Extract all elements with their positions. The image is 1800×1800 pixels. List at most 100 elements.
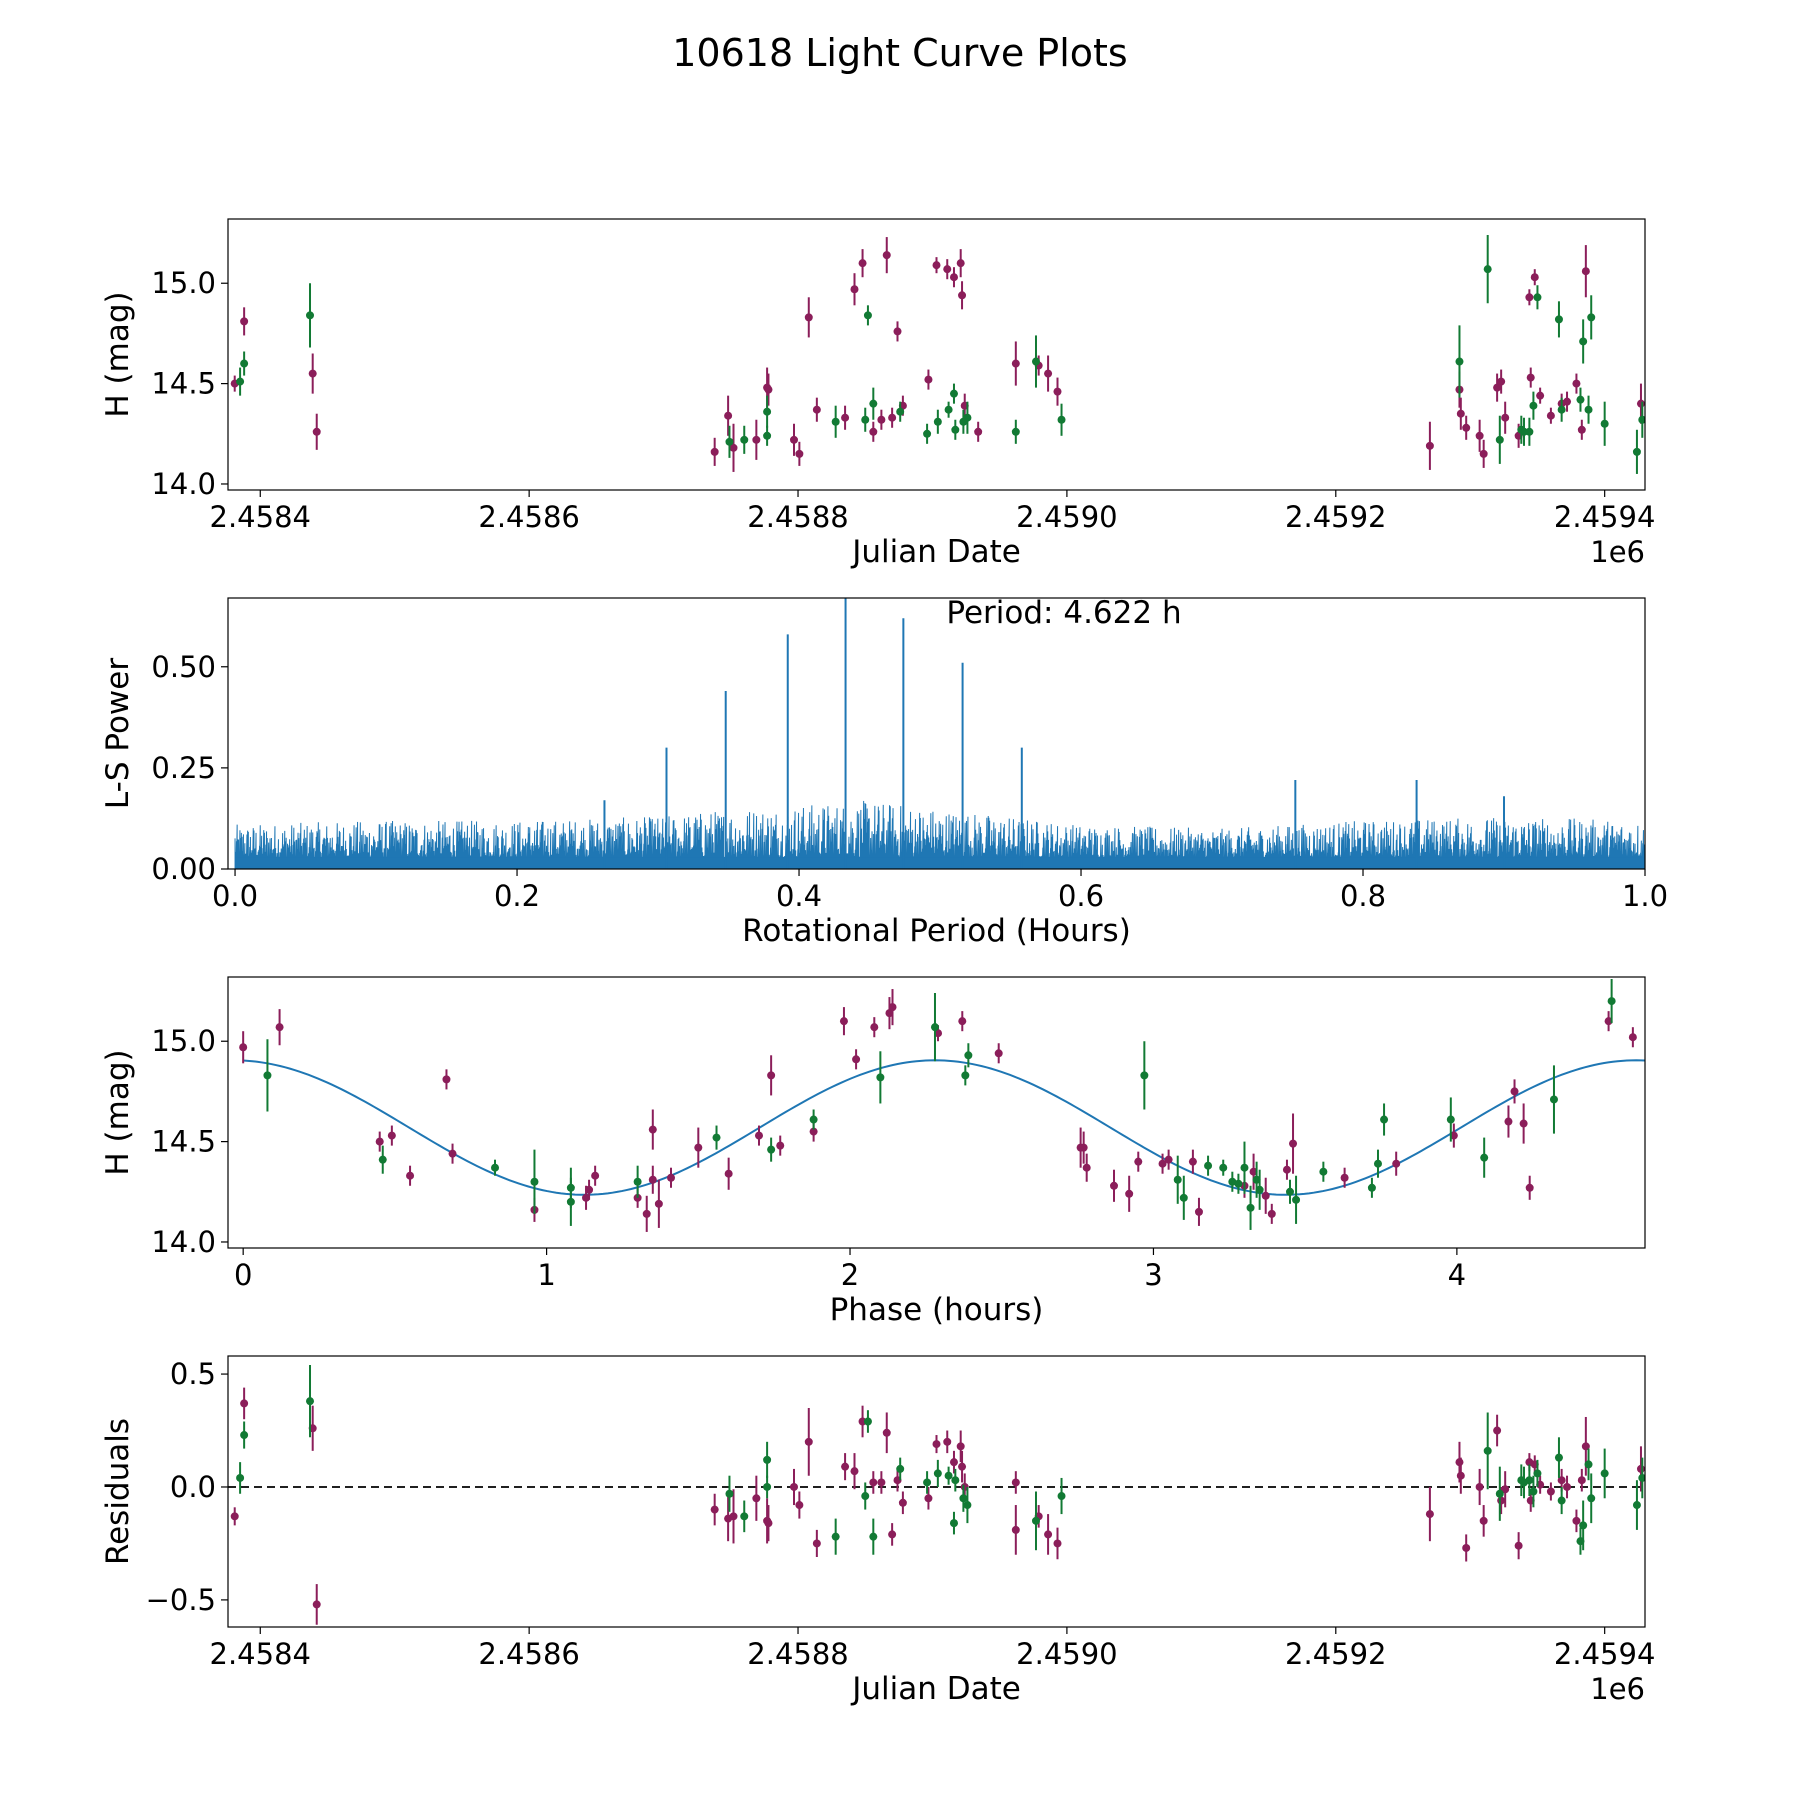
magenta-point — [949, 273, 958, 282]
magenta-point — [764, 1519, 773, 1528]
y-tick-label: 15.0 — [151, 266, 216, 300]
x-offset-label: 1e6 — [1590, 535, 1645, 569]
x-tick-label: 2 — [841, 1258, 859, 1292]
magenta-point — [958, 291, 967, 300]
green-point — [964, 1051, 973, 1060]
green-point — [963, 413, 972, 422]
magenta-point — [943, 265, 952, 274]
green-point — [1579, 337, 1588, 346]
green-point — [725, 437, 734, 446]
magenta-point — [1501, 413, 1510, 422]
green-point — [530, 1177, 539, 1186]
green-point — [263, 1071, 272, 1080]
axes-frame — [227, 976, 1646, 1249]
magenta-point — [958, 1462, 967, 1471]
green-point — [933, 417, 942, 426]
magenta-point — [1079, 1143, 1088, 1152]
magenta-point — [1261, 1191, 1270, 1200]
x-tick-label: 2.4584 — [210, 500, 311, 534]
green-point — [236, 1473, 245, 1482]
magenta-point — [1525, 293, 1534, 302]
magenta-point — [648, 1175, 657, 1184]
x-tick-label: 2.4588 — [747, 500, 848, 534]
magenta-point — [1475, 1482, 1484, 1491]
green-point — [959, 1494, 968, 1503]
x-tick-label: 2.4586 — [478, 500, 579, 534]
x-tick-label: 2.4586 — [478, 1637, 579, 1671]
magenta-point — [1125, 1189, 1134, 1198]
magenta-point — [1425, 1510, 1434, 1519]
plot-area — [230, 235, 1645, 474]
green-point — [1584, 405, 1593, 414]
green-point — [240, 1431, 249, 1440]
magenta-point — [1546, 411, 1555, 420]
magenta-point — [789, 1482, 798, 1491]
green-point — [1632, 447, 1641, 456]
x-tick-label: 2.4592 — [1285, 1637, 1386, 1671]
green-point — [1228, 1177, 1237, 1186]
x-tick-label: 2.4590 — [1016, 1637, 1117, 1671]
residuals-panel: 2.4584 2.4586 2.4588 2.4590 2.4592 2.4594 −0.5… — [100, 1355, 1655, 1707]
magenta-point — [956, 259, 965, 268]
y-tick-label: 0.00 — [151, 852, 216, 886]
green-point — [869, 1532, 878, 1541]
magenta-point — [582, 1193, 591, 1202]
green-point — [1557, 405, 1566, 414]
magenta-point — [694, 1143, 703, 1152]
x-tick-label: 0.4 — [776, 879, 822, 913]
green-point — [763, 407, 772, 416]
magenta-point — [1011, 1525, 1020, 1534]
green-point — [763, 1482, 772, 1491]
magenta-point — [789, 435, 798, 444]
x-tick-label: 0.8 — [1340, 879, 1386, 913]
magenta-point — [1581, 267, 1590, 276]
magenta-point — [1011, 359, 1020, 368]
y-axis-label: H (mag) — [100, 1049, 136, 1175]
green-point — [240, 359, 249, 368]
magenta-point — [442, 1075, 451, 1084]
magenta-point — [932, 1440, 941, 1449]
green-point — [1367, 1183, 1376, 1192]
magenta-point — [240, 317, 249, 326]
magenta-point — [1577, 425, 1586, 434]
x-tick-label: 2.4594 — [1554, 500, 1655, 534]
green-point — [863, 1417, 872, 1426]
x-tick-label: 1.0 — [1622, 879, 1668, 913]
green-point — [767, 1145, 776, 1154]
green-point — [1234, 1179, 1243, 1188]
magenta-point — [239, 1043, 248, 1052]
magenta-point — [882, 251, 891, 260]
green-point — [1533, 293, 1542, 302]
green-point — [869, 399, 878, 408]
green-point — [1031, 1516, 1040, 1525]
magenta-point — [1044, 1530, 1053, 1539]
magenta-point — [804, 1437, 813, 1446]
x-tick-label: 0.2 — [494, 879, 540, 913]
green-point — [1549, 1095, 1558, 1104]
green-point — [896, 1464, 905, 1473]
magenta-point — [870, 1023, 879, 1032]
magenta-point — [729, 1512, 738, 1521]
magenta-point — [312, 1600, 321, 1609]
magenta-point — [406, 1171, 415, 1180]
magenta-point — [1340, 1173, 1349, 1182]
x-axis-label: Julian Date — [850, 534, 1021, 570]
green-point — [1373, 1159, 1382, 1168]
magenta-point — [1501, 1485, 1510, 1494]
magenta-point — [1504, 1117, 1513, 1126]
green-point — [1240, 1163, 1249, 1172]
green-point — [1584, 1460, 1593, 1469]
magenta-point — [387, 1131, 396, 1140]
magenta-point — [898, 1498, 907, 1507]
magenta-point — [724, 1169, 733, 1178]
magenta-point — [1510, 1087, 1519, 1096]
magenta-point — [1082, 1163, 1091, 1172]
magenta-point — [448, 1149, 457, 1158]
green-point — [831, 1532, 840, 1541]
magenta-point — [1479, 449, 1488, 458]
y-axis-label: L-S Power — [100, 658, 136, 809]
magenta-point — [1267, 1209, 1276, 1218]
y-tick-label: 14.0 — [151, 467, 216, 501]
magenta-point — [841, 1462, 850, 1471]
magenta-point — [1536, 391, 1545, 400]
